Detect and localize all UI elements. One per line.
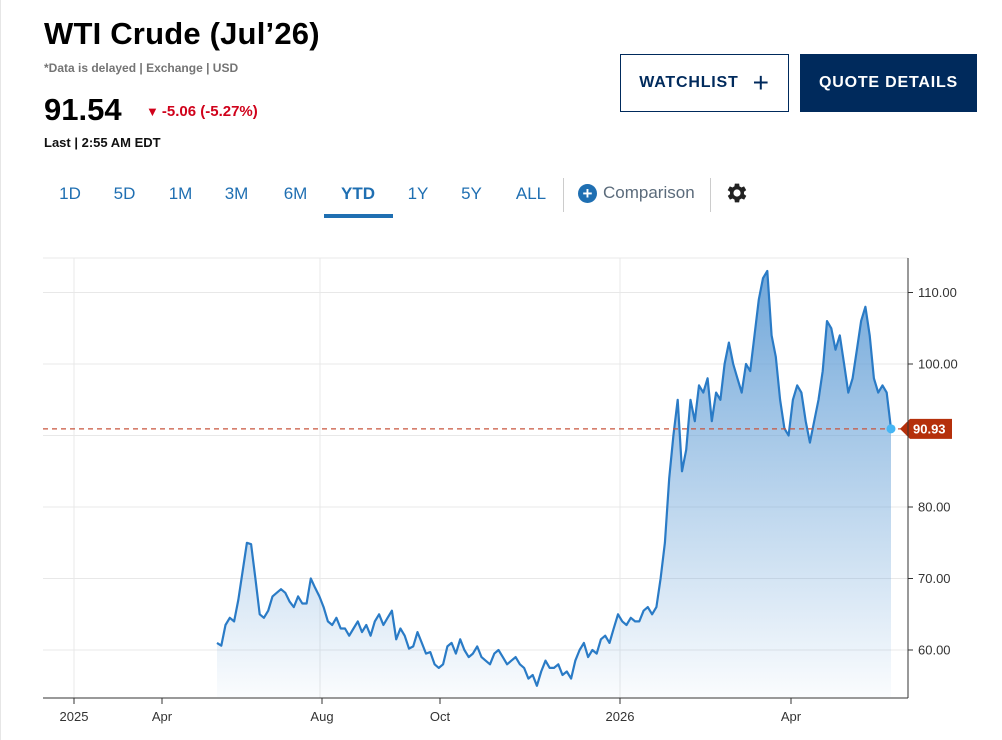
range-tab-5y[interactable]: 5Y [461, 184, 482, 203]
comparison-label: Comparison [603, 183, 695, 202]
y-tick-label: 70.00 [918, 571, 951, 586]
range-tab-1m[interactable]: 1M [168, 184, 193, 203]
x-tick-label: Apr [781, 709, 802, 724]
active-tab-indicator [324, 214, 393, 218]
y-tick-label: 60.00 [918, 643, 951, 658]
last-timestamp: Last | 2:55 AM EDT [44, 135, 161, 150]
y-tick-label: 80.00 [918, 500, 951, 515]
range-tab-5d[interactable]: 5D [113, 184, 136, 203]
last-price: 91.54 [44, 92, 122, 127]
last-price-tag-background [900, 418, 952, 439]
comparison-button[interactable]: + Comparison [578, 183, 695, 203]
price-area [217, 271, 891, 697]
plus-icon: + [752, 67, 770, 98]
toolbar-divider [710, 178, 711, 212]
range-tab-6m[interactable]: 6M [283, 184, 308, 203]
x-tick-label: Apr [152, 709, 173, 724]
range-tab-ytd[interactable]: YTD [341, 184, 375, 203]
data-delay-note: *Data is delayed | Exchange | USD [44, 61, 239, 75]
x-tick-label: Aug [310, 709, 333, 724]
gear-icon[interactable] [724, 180, 750, 206]
x-tick-label: Oct [430, 709, 451, 724]
last-point-marker [886, 424, 896, 434]
last-price-tag: 90.93 [900, 418, 952, 439]
watchlist-label: WATCHLIST [639, 74, 739, 91]
price-change-value: -5.06 (-5.27%) [161, 103, 258, 120]
range-tab-1d[interactable]: 1D [59, 184, 81, 203]
y-tick-label: 110.00 [918, 285, 957, 300]
range-tab-3m[interactable]: 3M [224, 184, 249, 203]
last-price-tag-label: 90.93 [913, 421, 946, 436]
watchlist-button[interactable]: WATCHLIST + [620, 54, 789, 112]
x-tick-label: 2025 [60, 709, 89, 724]
left-border [0, 0, 1, 740]
page-title: WTI Crude (Jul’26) [44, 16, 320, 51]
quote-details-button[interactable]: QUOTE DETAILS [800, 54, 977, 112]
range-tab-1y[interactable]: 1Y [407, 184, 429, 203]
price-line [216, 269, 893, 687]
plus-circle-icon: + [578, 183, 597, 203]
down-triangle-icon: ▼ [146, 104, 159, 119]
y-axis-ticks: 110.00 100.00 80.00 70.00 60.00 [908, 285, 958, 658]
x-tick-label: 2026 [606, 709, 635, 724]
y-tick-label: 100.00 [918, 357, 958, 372]
x-axis-ticks: 2025 Apr Aug Oct 2026 Apr [60, 698, 802, 724]
toolbar-divider [563, 178, 564, 212]
quote-details-label: QUOTE DETAILS [819, 74, 958, 91]
price-change: ▼ -5.06 (-5.27%) [146, 103, 258, 120]
range-tab-all[interactable]: ALL [515, 184, 547, 203]
